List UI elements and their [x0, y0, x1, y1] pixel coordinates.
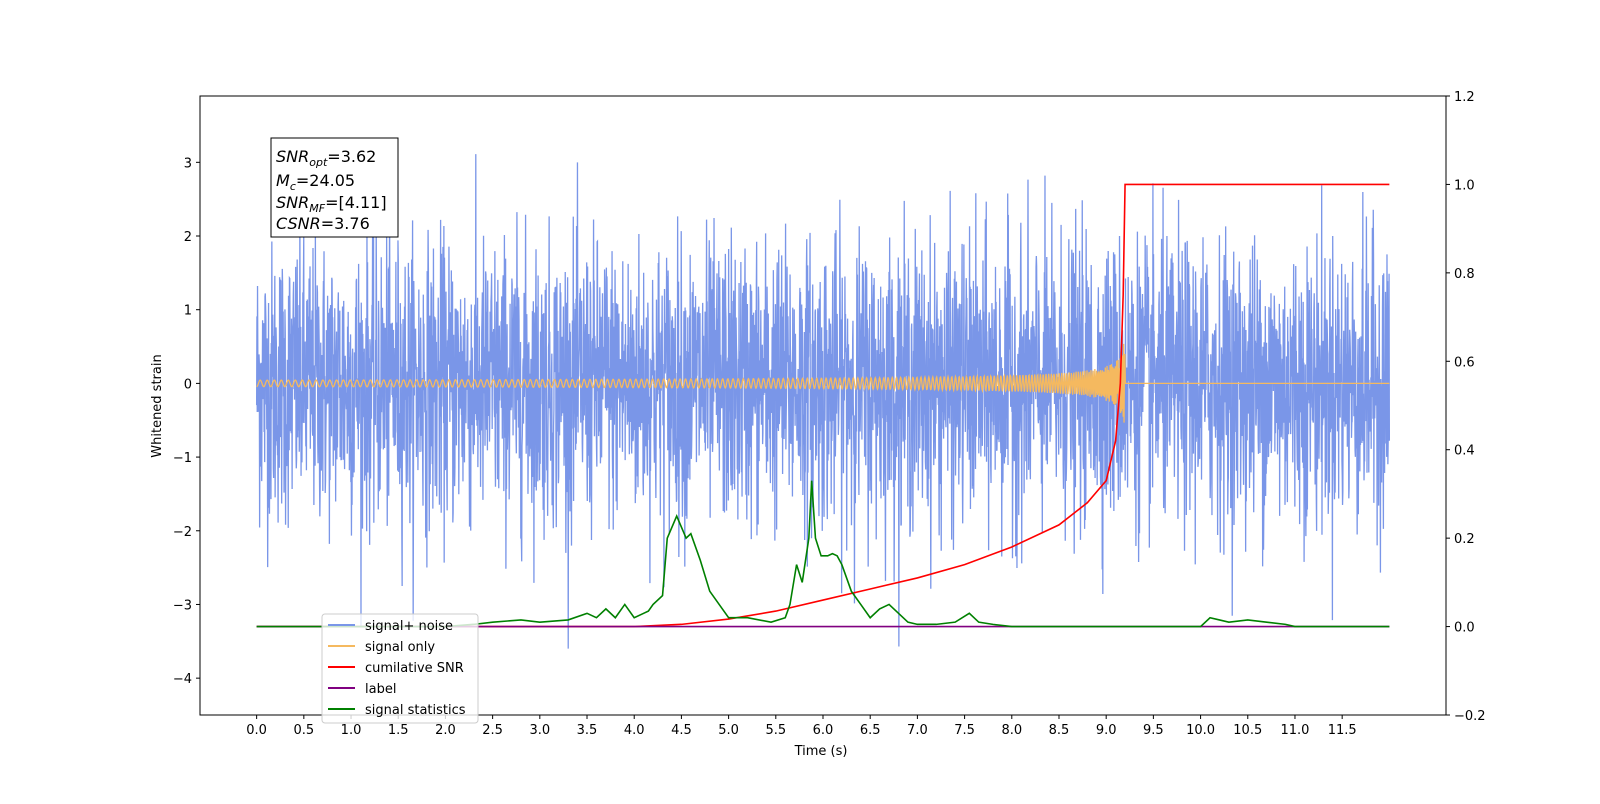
annotation-snr-mf: SNRMF=[4.11]: [276, 193, 387, 215]
annotation-mc: Mc=24.05: [276, 171, 355, 193]
y-axis-right-ticks: 1.2 1.0 0.8 0.6 0.4 0.2 0.0 −0.2: [1446, 90, 1486, 724]
series-signal-only: [256, 343, 1390, 423]
y-right-tick-label: 0.0: [1454, 621, 1475, 636]
y-right-tick-label: 1.0: [1454, 178, 1475, 193]
y-left-tick-label: −4: [173, 672, 192, 687]
x-tick-label: 0.5: [293, 723, 314, 738]
x-tick-label: 11.0: [1280, 723, 1309, 738]
x-tick-label: 1.0: [341, 723, 362, 738]
x-tick-label: 3.5: [577, 723, 598, 738]
y-axis-left-ticks: 3 2 1 0 −1 −2 −3 −4: [173, 156, 200, 687]
annotation-box: SNRopt=3.62 Mc=24.05 SNRMF=[4.11] CSNR=3…: [270, 137, 399, 238]
x-tick-label: 4.0: [624, 723, 645, 738]
x-tick-label: 5.5: [765, 723, 786, 738]
legend-label-signal-statistics: signal statistics: [365, 703, 466, 718]
x-tick-label: 9.0: [1096, 723, 1117, 738]
x-tick-label: 10.5: [1233, 723, 1262, 738]
x-tick-label: 4.5: [671, 723, 692, 738]
x-tick-label: 5.0: [718, 723, 739, 738]
signal-noise-line: [255, 154, 1391, 649]
y-left-tick-label: 1: [184, 304, 192, 319]
legend-label-cumulative-snr: cumilative SNR: [365, 661, 464, 676]
x-axis-ticks: 0.0 0.5 1.0 1.5 2.0 2.5 3.0 3.5 4.0 4.5 5.0 5.5 6.0 6…: [246, 715, 1357, 738]
x-tick-label: 0.0: [246, 723, 267, 738]
signal-statistics-line: [256, 480, 1390, 628]
x-tick-label: 2.5: [482, 723, 503, 738]
legend-label-label: label: [365, 682, 396, 697]
y-right-tick-label: 0.6: [1454, 355, 1475, 370]
y-left-tick-label: −2: [173, 525, 192, 540]
y-left-tick-label: −3: [173, 598, 192, 613]
x-tick-label: 6.0: [813, 723, 834, 738]
y-right-tick-label: 0.2: [1454, 532, 1475, 547]
x-tick-label: 8.5: [1049, 723, 1070, 738]
annotation-snr-opt: SNRopt=3.62: [276, 147, 376, 169]
annotation-csnr: CSNR=3.76: [276, 214, 370, 233]
series-signal-noise: [255, 154, 1391, 649]
y-right-tick-label: −0.2: [1454, 709, 1486, 724]
legend-label-signal-noise: signal+ noise: [365, 619, 453, 634]
x-tick-label: 10.0: [1186, 723, 1215, 738]
x-tick-label: 9.5: [1143, 723, 1164, 738]
x-axis-label: Time (s): [794, 744, 848, 759]
y-right-tick-label: 1.2: [1454, 90, 1475, 105]
x-tick-label: 7.0: [907, 723, 928, 738]
y-left-tick-label: 3: [184, 156, 192, 171]
signal-only-line: [256, 343, 1390, 423]
x-tick-label: 6.5: [860, 723, 881, 738]
y-right-tick-label: 0.4: [1454, 444, 1475, 459]
y-left-tick-label: −1: [173, 451, 192, 466]
x-tick-label: 3.0: [529, 723, 550, 738]
x-tick-label: 11.5: [1328, 723, 1357, 738]
x-tick-label: 8.0: [1001, 723, 1022, 738]
legend: signal+ noise signal only cumilative SNR…: [321, 613, 479, 724]
y-left-tick-label: 2: [184, 230, 192, 245]
x-tick-label: 1.5: [388, 723, 409, 738]
y-axis-label: Whitened strain: [150, 354, 165, 457]
y-right-tick-label: 0.8: [1454, 267, 1475, 282]
legend-label-signal-only: signal only: [365, 640, 435, 655]
x-tick-label: 2.0: [435, 723, 456, 738]
x-tick-label: 7.5: [954, 723, 975, 738]
y-left-tick-label: 0: [184, 377, 192, 392]
